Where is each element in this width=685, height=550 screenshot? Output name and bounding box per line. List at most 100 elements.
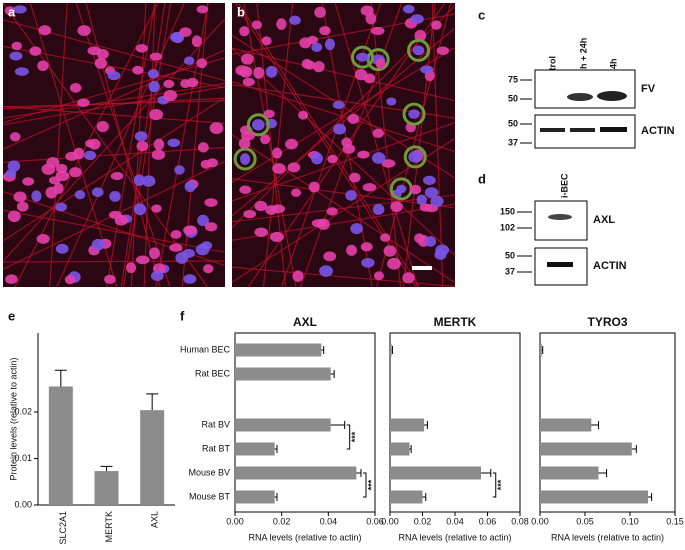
- x-tick-label: 0.00: [531, 516, 549, 526]
- nucleus: [37, 60, 49, 72]
- nucleus: [414, 233, 425, 244]
- nucleus: [14, 67, 29, 76]
- nucleus: [9, 51, 23, 61]
- bar: [390, 442, 410, 456]
- nucleus: [251, 20, 263, 30]
- nucleus: [311, 42, 323, 52]
- nucleus: [402, 4, 415, 14]
- nucleus: [94, 57, 108, 69]
- nucleus: [184, 181, 196, 193]
- x-tick-label: 0.10: [621, 516, 639, 526]
- nucleus: [151, 204, 162, 213]
- nucleus: [241, 130, 255, 141]
- bar: [540, 466, 599, 480]
- nucleus: [312, 61, 325, 73]
- nucleus: [370, 26, 385, 35]
- nucleus: [170, 230, 182, 239]
- nucleus: [299, 37, 312, 49]
- nucleus: [354, 68, 368, 81]
- nucleus: [420, 65, 434, 74]
- y-tick-label: 0.00: [14, 499, 32, 509]
- error-bar: [274, 493, 278, 501]
- nucleus: [324, 38, 335, 51]
- bar: [390, 490, 423, 504]
- bar: [540, 490, 648, 504]
- mw-marker: 37: [508, 137, 518, 147]
- nucleus: [424, 236, 437, 247]
- nucleus: [402, 272, 415, 284]
- nucleus: [314, 6, 326, 18]
- nucleus: [174, 165, 185, 175]
- significance-bracket: [492, 472, 497, 498]
- blot-label: AXL: [593, 214, 615, 226]
- error-bar: [100, 465, 113, 472]
- nucleus: [287, 162, 301, 173]
- nucleus: [203, 264, 214, 274]
- error-bar: [330, 421, 346, 429]
- nucleus: [38, 25, 52, 36]
- nucleus: [239, 66, 253, 78]
- bar: [235, 442, 275, 456]
- membrane: [2, 100, 226, 108]
- chart-title: TYRO3: [587, 315, 627, 329]
- nucleus: [254, 227, 269, 238]
- nucleus: [372, 128, 384, 138]
- nucleus: [436, 46, 450, 55]
- x-tick-label: 0.05: [576, 516, 594, 526]
- nucleus: [163, 89, 178, 102]
- error-bar: [330, 370, 335, 378]
- infected-cell: [403, 145, 427, 169]
- nucleus: [319, 25, 331, 36]
- y-tick-label: Rat BT: [202, 443, 231, 453]
- nucleus: [347, 113, 360, 125]
- blot-label: ACTIN: [593, 260, 627, 272]
- nucleus: [196, 5, 209, 14]
- nucleus: [327, 154, 338, 164]
- nucleus: [163, 79, 175, 89]
- nucleus: [285, 138, 299, 150]
- nucleus: [386, 97, 397, 106]
- nucleus: [241, 53, 254, 65]
- x-tick-label: 0.00: [226, 516, 244, 526]
- membrane: [2, 82, 226, 119]
- x-tick-label: 0.04: [446, 516, 464, 526]
- nucleus: [41, 163, 56, 175]
- band: [540, 128, 565, 132]
- nucleus: [362, 183, 377, 192]
- x-tick-label: 0.02: [414, 516, 432, 526]
- nucleus: [150, 270, 164, 281]
- nucleus: [110, 171, 124, 181]
- lane-label: ZV 2h + 24h: [578, 38, 588, 88]
- panel-label: e: [8, 308, 15, 323]
- nucleus: [96, 49, 109, 60]
- nucleus: [29, 46, 42, 56]
- nucleus: [48, 176, 61, 185]
- nucleus: [182, 248, 195, 258]
- nucleus: [55, 202, 67, 212]
- nucleus: [31, 190, 42, 202]
- nucleus: [179, 27, 192, 37]
- blot-label: FV: [641, 83, 656, 95]
- x-tick-label: 0.08: [511, 516, 529, 526]
- nucleus: [69, 83, 82, 93]
- infected-cell: [407, 38, 431, 62]
- membrane: [2, 209, 226, 253]
- panel-label: a: [8, 4, 16, 19]
- nucleus: [345, 190, 357, 201]
- nucleus: [200, 159, 212, 169]
- nucleus: [200, 241, 213, 250]
- error-bar: [598, 469, 608, 477]
- membrane: [2, 49, 226, 150]
- nucleus: [91, 238, 105, 251]
- nucleus: [424, 187, 439, 198]
- membrane: [49, 2, 68, 288]
- nucleus: [373, 271, 384, 281]
- panel-label: c: [478, 7, 485, 22]
- membrane: [231, 137, 456, 283]
- error-bar: [648, 493, 653, 501]
- nucleus: [323, 251, 337, 262]
- nucleus: [332, 123, 346, 135]
- band: [600, 127, 627, 132]
- nucleus: [265, 65, 278, 78]
- nucleus: [371, 152, 386, 164]
